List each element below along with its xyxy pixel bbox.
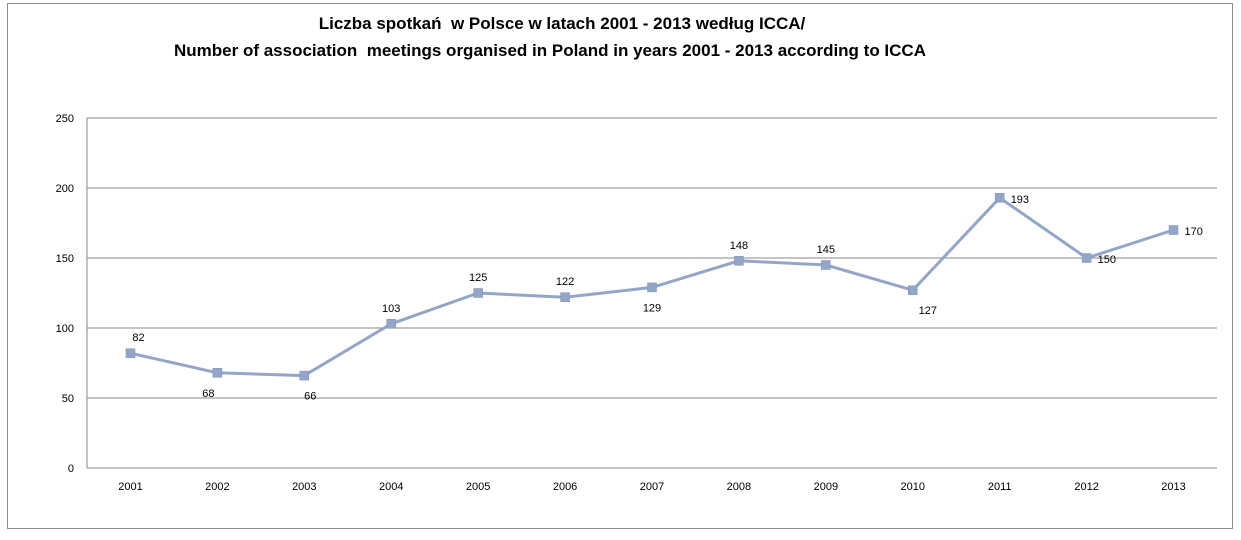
x-tick-label: 2007: [640, 481, 664, 493]
data-label: 127: [919, 305, 937, 317]
data-label: 122: [556, 276, 574, 288]
data-point: [647, 282, 657, 293]
y-tick-label: 50: [62, 393, 74, 405]
data-label: 82: [132, 332, 144, 344]
x-tick-label: 2010: [901, 481, 925, 493]
x-tick-label: 2002: [205, 481, 229, 493]
x-tick-label: 2008: [727, 481, 751, 493]
data-point: [386, 319, 396, 329]
x-tick-label: 2005: [466, 481, 490, 493]
data-label: 148: [730, 240, 748, 252]
data-label: 129: [643, 302, 661, 314]
x-tick-label: 2012: [1074, 481, 1098, 493]
y-tick-label: 0: [68, 463, 74, 475]
x-tick-label: 2011: [988, 481, 1012, 493]
data-label: 145: [817, 244, 835, 256]
data-label: 66: [304, 391, 316, 403]
data-point: [473, 288, 483, 298]
data-point: [125, 348, 136, 358]
data-point: [908, 285, 918, 295]
x-tick-label: 2013: [1161, 481, 1185, 493]
data-point: [821, 260, 831, 270]
data-label: 193: [1011, 194, 1029, 206]
x-tick-label: 2006: [553, 481, 577, 493]
chart-frame: [7, 3, 1233, 529]
chart-title-line2: Number of association meetings organised…: [174, 41, 926, 60]
y-tick-label: 100: [56, 323, 74, 335]
x-tick-label: 2004: [379, 481, 403, 493]
data-label: 125: [469, 272, 487, 284]
data-point: [212, 368, 223, 378]
y-tick-label: 200: [56, 183, 74, 195]
data-label: 150: [1098, 254, 1116, 266]
x-tick-label: 2003: [292, 481, 316, 493]
data-label: 103: [382, 303, 400, 315]
data-point: [734, 256, 744, 266]
data-point: [1168, 225, 1179, 235]
data-point: [1081, 253, 1092, 263]
x-tick-label: 2001: [118, 481, 142, 493]
y-tick-label: 250: [56, 113, 74, 125]
y-tick-label: 150: [56, 253, 74, 265]
data-point: [560, 292, 570, 302]
x-tick-label: 2009: [814, 481, 838, 493]
data-label: 68: [202, 388, 214, 400]
chart-title-line1: Liczba spotkań w Polsce w latach 2001 - …: [318, 14, 806, 33]
data-point: [994, 193, 1005, 203]
data-label: 170: [1185, 226, 1203, 238]
data-point: [299, 370, 310, 381]
